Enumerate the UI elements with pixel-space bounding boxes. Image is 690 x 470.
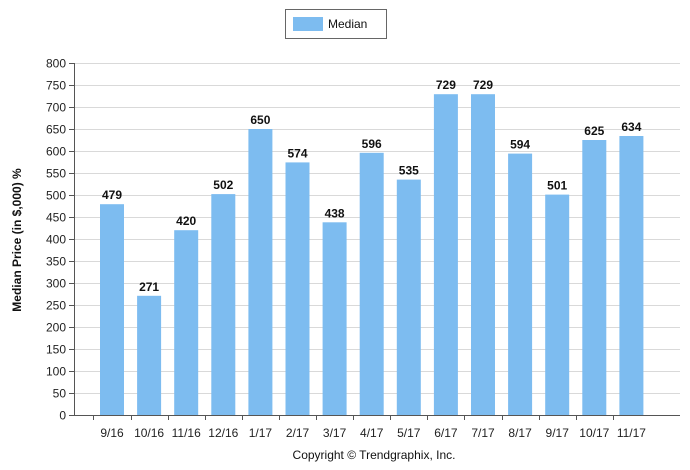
y-tick-label: 150 [46,343,66,357]
legend-swatch [293,17,323,31]
data-label: 625 [584,124,604,138]
legend-label-median: Median [328,17,367,31]
data-label: 634 [621,120,641,134]
bar-6-17 [433,94,458,415]
x-tick-label: 10/17 [579,426,609,440]
x-tick-label: 8/17 [508,426,532,440]
y-tick-label: 300 [46,277,66,291]
data-label: 650 [250,113,270,127]
y-tick-label: 600 [46,145,66,159]
y-tick-label: 400 [46,233,66,247]
bar-10-16 [137,295,162,415]
copyright-text: Copyright © Trendgraphix, Inc. [293,448,456,462]
bar-3-17 [322,222,347,415]
y-tick-label: 500 [46,189,66,203]
bar-1-17 [248,129,273,415]
x-tick-label: 3/17 [323,426,347,440]
bar-8-17 [508,153,533,415]
data-label: 501 [547,179,567,193]
bar-10-17 [582,140,607,415]
bar-11-16 [174,230,199,415]
data-label: 729 [473,78,493,92]
y-axis-title: Median Price (in $,000) % [10,168,24,312]
x-tick-label: 6/17 [434,426,458,440]
y-tick-label: 450 [46,211,66,225]
data-label: 438 [325,206,345,220]
x-tick-label: 7/17 [471,426,495,440]
y-tick-label: 550 [46,167,66,181]
x-axis: 9/16 10/16 11/16 12/16 1/17 2/17 3/17 4/17 5/17 6… [74,415,680,440]
bar-7-17 [471,94,495,415]
bar-9-17 [545,194,570,415]
x-tick-label: 9/17 [546,426,570,440]
bar-11-17 [619,136,644,415]
data-label: 574 [287,146,307,160]
data-label: 594 [510,138,530,152]
y-tick-label: 0 [59,409,66,423]
bar-5-17 [396,179,421,415]
x-tick-label: 5/17 [397,426,421,440]
x-tick-label: 10/16 [134,426,164,440]
y-tick-label: 200 [46,321,66,335]
data-labels: 479 271 420 502 650 574 438 596 535 729 729 594 501 6… [102,78,642,294]
legend: Median [285,9,387,39]
x-tick-label: 12/16 [208,426,238,440]
data-label: 535 [399,164,419,178]
y-tick-label: 250 [46,299,66,313]
x-tick-label: 9/16 [100,426,124,440]
x-tick-label: 1/17 [249,426,273,440]
y-tick-label: 700 [46,101,66,115]
bar-9-16 [100,204,124,415]
x-tick-label: 11/16 [172,426,201,440]
y-tick-label: 750 [46,79,66,93]
data-label: 729 [436,78,456,92]
x-tick-label: 4/17 [360,426,384,440]
x-tick-label: 11/17 [617,426,646,440]
bar-4-17 [359,152,384,416]
data-label: 271 [139,280,159,294]
data-label: 420 [176,214,196,228]
y-tick-label: 100 [46,365,66,379]
data-label: 479 [102,188,122,202]
data-label: 596 [362,137,382,151]
bar-12-16 [211,194,236,415]
bar-2-17 [285,162,310,415]
y-tick-label: 650 [46,123,66,137]
y-tick-label: 800 [46,57,66,71]
y-tick-label: 350 [46,255,66,269]
x-tick-label: 2/17 [286,426,310,440]
data-label: 502 [213,178,233,192]
y-axis: 0 50 100 150 200 250 300 350 400 450 500 550 600 650 7… [46,57,75,423]
bars [100,94,644,416]
y-tick-label: 50 [53,387,67,401]
